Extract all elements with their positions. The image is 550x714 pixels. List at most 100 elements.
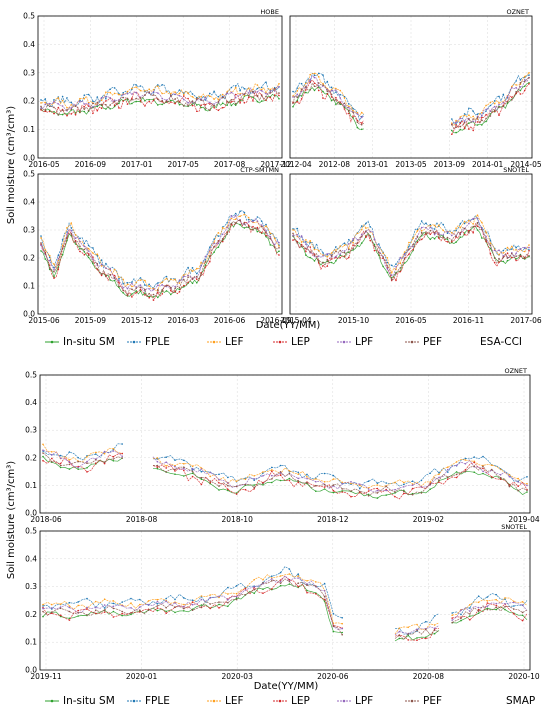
data-point <box>473 461 476 464</box>
data-point <box>288 568 291 570</box>
data-point <box>322 90 324 93</box>
x-tick-label: 2018-06 <box>30 515 62 524</box>
data-point <box>296 93 299 96</box>
data-point <box>253 484 255 486</box>
data-point <box>339 256 342 259</box>
y-tick-label: 0.2 <box>25 610 37 619</box>
data-point <box>356 121 359 123</box>
y-tick-label: 0.5 <box>25 371 37 380</box>
data-point <box>526 483 528 485</box>
data-point <box>348 106 350 109</box>
data-point <box>87 244 90 247</box>
data-point <box>178 95 181 97</box>
data-point <box>313 76 316 79</box>
data-point <box>174 290 176 292</box>
data-point <box>309 73 312 76</box>
data-point <box>306 473 308 476</box>
data-point <box>196 275 198 278</box>
data-point <box>322 82 324 85</box>
data-point <box>455 126 457 128</box>
data-point <box>394 495 396 498</box>
data-point <box>161 284 163 286</box>
data-point <box>243 211 246 214</box>
data-point <box>200 470 203 473</box>
data-point <box>330 89 333 92</box>
data-point <box>343 251 346 254</box>
data-point <box>139 279 142 281</box>
data-point <box>191 103 194 105</box>
data-point <box>523 79 526 81</box>
data-point <box>271 588 273 590</box>
data-point <box>508 475 511 478</box>
data-point <box>139 85 142 87</box>
data-point <box>433 228 436 230</box>
data-point <box>425 620 427 623</box>
data-point <box>489 104 492 107</box>
data-point <box>382 265 384 268</box>
data-point <box>68 468 71 470</box>
data-point <box>323 483 326 486</box>
data-point <box>42 449 44 452</box>
data-point <box>519 79 522 81</box>
data-point <box>528 246 530 249</box>
data-point <box>265 229 267 232</box>
data-point <box>131 97 133 100</box>
data-point <box>326 90 329 93</box>
data-point <box>493 249 496 252</box>
data-point <box>476 221 479 224</box>
data-point <box>87 102 90 105</box>
data-point <box>348 256 350 259</box>
data-point <box>395 265 397 268</box>
data-point <box>460 619 462 622</box>
data-point <box>252 90 254 93</box>
data-point <box>57 97 60 99</box>
data-point <box>131 102 133 105</box>
y-tick-label: 0.0 <box>23 154 35 163</box>
data-point <box>526 491 528 493</box>
data-point <box>446 238 449 241</box>
data-point <box>330 258 333 260</box>
y-tick-label: 0.4 <box>23 198 35 207</box>
data-point <box>252 88 254 91</box>
data-point <box>87 109 90 112</box>
data-point <box>191 270 194 272</box>
data-point <box>53 100 55 103</box>
data-point <box>482 465 484 468</box>
series-line-fple <box>42 443 528 490</box>
data-point <box>144 94 146 96</box>
data-point <box>235 493 238 495</box>
data-point <box>59 462 62 465</box>
data-point <box>486 607 489 610</box>
series-line-fple <box>40 210 280 289</box>
data-point <box>234 103 237 105</box>
data-point <box>122 100 124 102</box>
data-point <box>83 97 86 100</box>
data-point <box>451 129 453 132</box>
legend-marker <box>410 340 414 344</box>
x-tick-label: 2016-05 <box>28 160 60 169</box>
data-point <box>204 109 207 111</box>
data-point <box>265 81 267 83</box>
data-point <box>217 109 220 112</box>
series-line-pef <box>42 578 528 640</box>
data-point <box>68 617 71 620</box>
data-point <box>218 478 220 481</box>
data-point <box>253 592 255 595</box>
data-point <box>48 109 51 112</box>
data-point <box>460 617 462 620</box>
data-point <box>61 239 64 241</box>
data-point <box>239 219 241 222</box>
data-point <box>300 243 303 246</box>
data-point <box>339 102 342 104</box>
data-point <box>469 604 471 606</box>
data-point <box>356 232 359 235</box>
data-point <box>335 260 337 262</box>
data-point <box>517 485 519 488</box>
data-point <box>156 598 159 601</box>
data-point <box>57 268 60 271</box>
data-point <box>51 457 53 460</box>
data-point <box>262 588 264 590</box>
data-point <box>269 92 272 94</box>
data-point <box>42 452 44 454</box>
data-point <box>204 255 207 258</box>
